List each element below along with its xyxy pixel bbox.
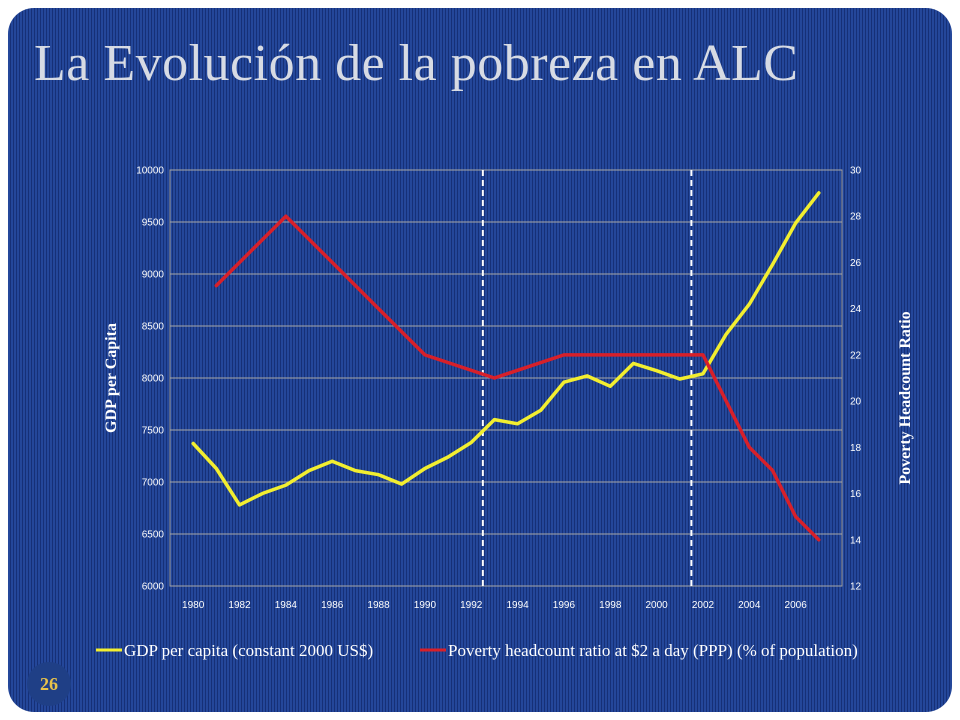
- gdp-data-point: [539, 408, 543, 412]
- gdp-data-point: [330, 459, 334, 463]
- poverty-data-point: [423, 353, 427, 357]
- legend: GDP per capita (constant 2000 US$) Pover…: [96, 641, 858, 660]
- legend-label-gdp: GDP per capita (constant 2000 US$): [124, 641, 373, 660]
- gdp-data-point: [771, 263, 774, 267]
- poverty-data-point: [794, 515, 798, 519]
- gdp-data-point: [261, 492, 265, 495]
- right-tick-label: 12: [850, 582, 862, 593]
- gdp-data-point: [446, 455, 450, 459]
- right-axis-ticks: 12 14 16 18 20 22 24 26 28 30: [850, 166, 862, 593]
- gdp-data-point: [632, 362, 635, 365]
- poverty-data-point: [330, 261, 334, 264]
- gdp-data-point: [516, 422, 519, 426]
- x-tick-label: 2000: [645, 600, 668, 611]
- left-tick-label: 8500: [142, 322, 165, 333]
- gdp-data-point: [493, 418, 496, 421]
- left-tick-label: 7000: [142, 478, 165, 489]
- gdp-data-point: [724, 332, 728, 336]
- gdp-data-point: [585, 374, 589, 378]
- left-tick-label: 9000: [142, 270, 165, 281]
- poverty-data-point: [562, 353, 566, 357]
- poverty-data-point: [701, 353, 705, 357]
- x-tick-label: 1982: [228, 600, 251, 611]
- dual-axis-line-chart: 6000 6500 7000 7500 8000 8500 9000 9500 10000 12…: [96, 166, 914, 660]
- gdp-series-line: [191, 191, 821, 507]
- left-axis-ticks: 6000 6500 7000 7500 8000 8500 9000 9500 10000: [136, 166, 164, 593]
- gdp-data-point: [353, 469, 357, 472]
- x-tick-label: 1986: [321, 600, 344, 611]
- gdp-data-point: [191, 442, 195, 445]
- right-tick-label: 24: [850, 304, 862, 315]
- gdp-data-point: [307, 469, 311, 472]
- right-tick-label: 20: [850, 397, 862, 408]
- x-axis-ticks: 1980 1982 1984 1986 1988 1990 1992 1994 1996 1998…: [182, 600, 807, 611]
- x-tick-label: 1998: [599, 600, 622, 611]
- left-tick-label: 8000: [142, 374, 165, 385]
- x-tick-label: 1984: [275, 600, 298, 611]
- right-tick-label: 22: [850, 350, 862, 361]
- poverty-data-point: [747, 445, 751, 449]
- poverty-data-point: [771, 469, 774, 472]
- poverty-data-point: [377, 307, 380, 311]
- x-tick-label: 2002: [692, 600, 715, 611]
- right-tick-label: 14: [850, 535, 862, 546]
- x-tick-label: 2006: [785, 600, 808, 611]
- right-tick-label: 30: [850, 166, 862, 177]
- gdp-data-point: [817, 191, 821, 195]
- gdp-data-point: [214, 467, 218, 470]
- left-tick-label: 7500: [142, 426, 165, 437]
- left-tick-label: 10000: [136, 166, 164, 177]
- left-tick-label: 6000: [142, 582, 165, 593]
- right-tick-label: 26: [850, 258, 862, 269]
- x-tick-label: 1980: [182, 600, 205, 611]
- right-tick-label: 28: [850, 212, 862, 223]
- poverty-data-point: [817, 538, 821, 542]
- right-tick-label: 16: [850, 489, 862, 500]
- gdp-data-point: [608, 384, 612, 388]
- poverty-data-point: [214, 284, 218, 287]
- gdp-data-point: [400, 482, 404, 486]
- left-tick-label: 6500: [142, 530, 165, 541]
- gdp-data-point: [562, 380, 566, 384]
- right-axis-title: Poverty Headcount Ratio: [897, 311, 914, 484]
- gdp-data-point: [747, 302, 751, 306]
- gridlines: [170, 169, 842, 587]
- left-axis-title: GDP per Capita: [103, 323, 120, 433]
- gdp-data-point: [377, 473, 380, 477]
- left-tick-label: 9500: [142, 218, 165, 229]
- gdp-data-point: [423, 467, 427, 470]
- x-tick-label: 1988: [367, 600, 390, 611]
- x-tick-label: 1992: [460, 600, 483, 611]
- poverty-data-point: [632, 353, 635, 357]
- x-tick-label: 1996: [553, 600, 576, 611]
- slide-title: La Evolución de la pobreza en ALC: [34, 35, 799, 92]
- series-lines: [191, 191, 821, 542]
- x-tick-label: 1994: [506, 600, 529, 611]
- gdp-data-point: [678, 377, 682, 381]
- gdp-data-point: [469, 441, 473, 444]
- page-number-badge: 26: [27, 662, 71, 706]
- gdp-data-point: [655, 369, 659, 373]
- slide-background: La Evolución de la pobreza en ALC 6000 65…: [8, 8, 952, 712]
- x-tick-label: 1990: [414, 600, 437, 611]
- right-tick-label: 18: [850, 443, 862, 454]
- poverty-data-point: [493, 376, 496, 380]
- gdp-data-point: [238, 503, 241, 507]
- gdp-data-point: [701, 372, 705, 376]
- poverty-data-point: [284, 214, 288, 218]
- legend-label-poverty: Poverty headcount ratio at $2 a day (PPP…: [448, 641, 858, 660]
- x-tick-label: 2004: [738, 600, 761, 611]
- gdp-data-point: [794, 221, 798, 225]
- gdp-data-point: [284, 483, 288, 487]
